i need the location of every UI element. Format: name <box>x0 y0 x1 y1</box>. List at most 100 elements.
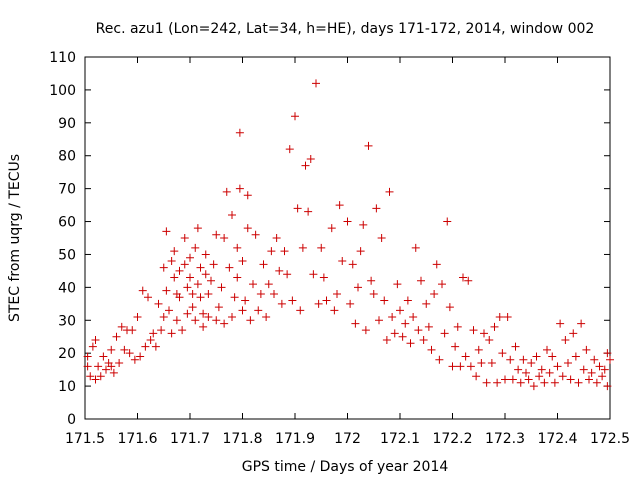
chart-title: Rec. azu1 (Lon=242, Lat=34, h=HE), days … <box>96 21 595 37</box>
data-point <box>306 155 315 164</box>
data-point <box>91 375 100 384</box>
data-point <box>212 230 221 239</box>
data-point <box>283 270 292 279</box>
data-point <box>204 289 213 298</box>
data-point <box>180 234 189 242</box>
data-point <box>167 329 176 338</box>
data-point <box>220 319 229 328</box>
data-point <box>220 234 229 242</box>
data-point <box>422 299 431 308</box>
data-point <box>259 260 268 269</box>
data-point <box>490 322 499 331</box>
data-point <box>83 352 92 361</box>
data-point <box>414 326 423 335</box>
data-point <box>115 359 124 368</box>
x-tick-label: 172.1 <box>380 431 420 447</box>
data-point <box>535 372 544 381</box>
data-point <box>603 349 612 358</box>
data-point <box>222 187 231 196</box>
data-point <box>249 280 257 289</box>
data-point <box>401 319 410 328</box>
data-point <box>256 289 265 298</box>
data-point <box>96 372 105 381</box>
x-tick-label: 172.4 <box>537 431 577 447</box>
data-point <box>94 362 103 371</box>
data-point <box>159 312 168 321</box>
data-point <box>585 375 593 384</box>
data-point <box>149 329 158 338</box>
data-point <box>524 375 533 384</box>
data-point <box>438 280 446 289</box>
y-tick-label: 110 <box>49 50 76 66</box>
data-point <box>409 312 418 321</box>
data-point <box>498 349 507 358</box>
data-point <box>527 359 536 368</box>
data-point <box>330 306 339 315</box>
data-point <box>364 141 373 150</box>
data-point <box>228 312 236 321</box>
data-point <box>553 362 562 371</box>
data-point <box>128 326 137 335</box>
data-point <box>424 322 433 331</box>
data-point <box>537 365 546 374</box>
data-point <box>144 293 152 302</box>
data-point <box>430 289 439 298</box>
data-point <box>356 247 365 256</box>
data-point <box>125 349 134 358</box>
data-point <box>196 263 205 272</box>
data-point <box>246 316 255 325</box>
data-point <box>503 312 512 321</box>
data-point <box>529 382 538 391</box>
data-point <box>243 191 252 200</box>
data-point <box>603 382 612 391</box>
x-tick-label: 171.8 <box>222 431 262 447</box>
data-point <box>296 306 305 315</box>
data-point <box>606 355 614 364</box>
data-point <box>254 306 263 315</box>
data-point <box>375 316 383 325</box>
data-point <box>448 362 457 371</box>
data-point <box>548 352 557 361</box>
data-point <box>230 293 239 302</box>
data-point <box>445 303 454 312</box>
data-point <box>272 234 281 242</box>
data-point <box>280 247 289 256</box>
data-point <box>193 224 202 233</box>
data-point <box>592 378 601 387</box>
data-point <box>579 365 588 374</box>
data-point <box>288 296 297 305</box>
data-point <box>564 359 572 368</box>
data-point <box>598 372 607 381</box>
data-point <box>199 322 208 331</box>
y-tick-label: 100 <box>49 83 76 99</box>
data-point <box>151 342 160 351</box>
data-point <box>304 207 313 216</box>
data-point <box>170 273 179 282</box>
data-point <box>235 128 244 137</box>
y-tick-label: 90 <box>58 116 76 132</box>
data-points <box>83 79 614 391</box>
data-point <box>196 293 205 302</box>
data-point <box>172 316 181 325</box>
data-point <box>485 336 494 345</box>
data-point <box>493 378 502 387</box>
data-point <box>338 257 347 266</box>
x-tick-label: 171.6 <box>117 431 157 447</box>
data-point <box>317 243 326 252</box>
data-point <box>238 257 247 266</box>
data-point <box>243 224 252 233</box>
data-point <box>432 260 441 269</box>
data-point <box>120 345 129 354</box>
data-point <box>369 289 378 298</box>
data-point <box>382 336 391 345</box>
data-point <box>162 286 171 295</box>
data-point <box>335 201 344 210</box>
data-point <box>482 378 491 387</box>
data-point <box>577 319 586 328</box>
data-point <box>561 336 570 345</box>
data-point <box>440 329 449 338</box>
data-point <box>267 247 276 256</box>
data-point <box>398 332 407 341</box>
data-point <box>511 342 520 351</box>
data-point <box>451 342 460 351</box>
